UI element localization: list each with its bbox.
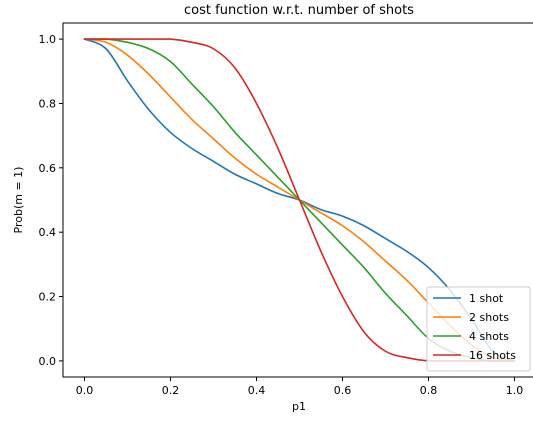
x-axis-label: p1 <box>292 400 306 413</box>
legend-label-4-shots: 4 shots <box>469 330 509 343</box>
legend-label-2-shots: 2 shots <box>469 311 509 324</box>
y-tick-label: 0.2 <box>39 291 57 304</box>
x-tick-label: 0.2 <box>162 384 180 397</box>
legend: 1 shot 2 shots 4 shots 16 shots <box>426 286 531 372</box>
x-tick-label: 0.0 <box>76 384 94 397</box>
y-tick-label: 0.8 <box>39 97 57 110</box>
y-axis-label: Prob(m = 1) <box>12 167 25 234</box>
x-axis: 0.0 0.2 0.4 0.6 0.8 1.0 <box>76 377 524 397</box>
legend-label-16-shots: 16 shots <box>469 349 516 362</box>
y-axis: 0.0 0.2 0.4 0.6 0.8 1.0 <box>39 33 63 368</box>
legend-label-1-shot: 1 shot <box>469 292 504 305</box>
legend-box <box>426 286 531 372</box>
x-tick-label: 0.6 <box>334 384 352 397</box>
x-tick-label: 0.8 <box>420 384 438 397</box>
plot-frame <box>62 22 533 378</box>
chart-title: cost function w.r.t. number of shots <box>184 3 414 18</box>
y-tick-label: 0.4 <box>39 226 57 239</box>
x-tick-label: 1.0 <box>506 384 524 397</box>
x-tick-label: 0.4 <box>248 384 266 397</box>
y-tick-label: 0.6 <box>39 162 57 175</box>
y-tick-label: 0.0 <box>39 355 57 368</box>
y-tick-label: 1.0 <box>39 33 57 46</box>
